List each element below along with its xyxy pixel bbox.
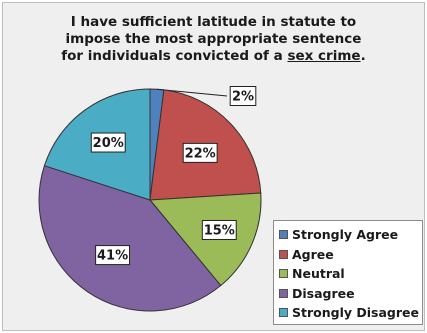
legend-swatch-strongly-disagree	[279, 308, 288, 318]
data-label-box-agree	[182, 142, 218, 163]
data-label-box-neutral	[201, 219, 237, 240]
title-end-text: .	[360, 48, 366, 64]
pie-slice-disagree	[38, 165, 222, 312]
legend-swatch-disagree	[279, 288, 288, 298]
title-line-2: impose the most appropriate sentence	[65, 31, 362, 47]
legend-item-disagree: Disagree	[279, 284, 422, 304]
data-label-box-strongly-disagree	[90, 132, 126, 153]
data-label-strongly-agree: 2%	[232, 90, 254, 105]
legend-swatch-agree	[279, 249, 288, 259]
legend: Strongly Agree Agree Neutral Disagree St…	[273, 220, 423, 325]
data-label-box-strongly-agree	[229, 86, 257, 106]
data-label-neutral: 15%	[204, 223, 235, 238]
legend-label-disagree: Disagree	[292, 285, 355, 301]
title-line-3-text: for individuals convicted of a	[61, 48, 288, 64]
legend-item-strongly-agree: Strongly Agree	[279, 225, 422, 245]
legend-label-neutral: Neutral	[292, 266, 345, 282]
legend-label-strongly-disagree: Strongly Disagree	[292, 305, 419, 321]
legend-label-strongly-agree: Strongly Agree	[292, 227, 399, 243]
chart-title: I have sufficient latitude in statute to…	[0, 14, 427, 65]
data-label-agree: 22%	[185, 146, 216, 161]
title-line-1: I have sufficient latitude in statute to	[70, 14, 357, 30]
legend-label-agree: Agree	[292, 246, 334, 262]
data-label-disagree: 41%	[97, 249, 128, 264]
legend-swatch-strongly-agree	[279, 230, 288, 240]
title-underlined-text: sex crime	[287, 48, 361, 64]
data-label-box-disagree	[95, 245, 131, 266]
legend-item-strongly-disagree: Strongly Disagree	[279, 303, 422, 323]
title-line-3: for individuals convicted of a sex crime…	[0, 48, 427, 65]
legend-item-neutral: Neutral	[279, 264, 422, 284]
legend-item-agree: Agree	[279, 245, 422, 265]
legend-swatch-neutral	[279, 269, 288, 279]
data-label-strongly-disagree: 20%	[93, 136, 124, 151]
